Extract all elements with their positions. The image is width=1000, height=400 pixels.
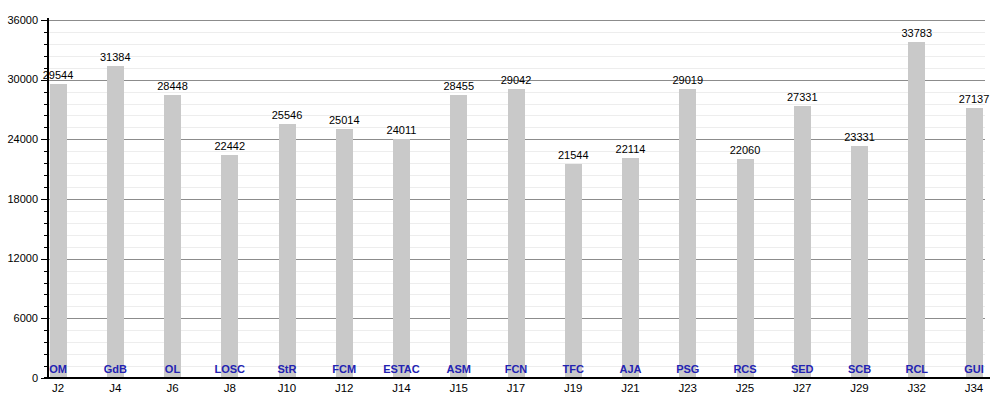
y-axis-tick-label: 24000 <box>0 133 38 146</box>
x-axis-tick-label: J14 <box>370 382 434 395</box>
bar <box>393 139 410 378</box>
bar <box>737 159 754 378</box>
gridline-minor <box>48 56 985 57</box>
bar-team-label: OL <box>141 363 205 376</box>
bar-team-label: GUI <box>942 363 1000 376</box>
bar <box>851 146 868 378</box>
gridline-minor <box>48 68 985 69</box>
bar-value-label: 22114 <box>599 143 663 156</box>
y-axis-tick-label: 36000 <box>0 14 38 27</box>
bar <box>164 95 181 378</box>
x-axis-tick-label: J6 <box>141 382 205 395</box>
bar-value-label: 33783 <box>885 27 949 40</box>
x-axis-tick-label: J32 <box>885 382 949 395</box>
bar-team-label: LOSC <box>198 363 262 376</box>
x-axis-tick-label: J17 <box>484 382 548 395</box>
bar-value-label: 27137 <box>942 93 1000 106</box>
bar <box>565 164 582 378</box>
bar <box>622 158 639 378</box>
bar-team-label: FCN <box>484 363 548 376</box>
bar-team-label: FCM <box>312 363 376 376</box>
gridline-major <box>48 20 985 21</box>
bar <box>908 42 925 378</box>
x-axis-tick-label: J12 <box>312 382 376 395</box>
bar <box>221 155 238 378</box>
bar-value-label: 22060 <box>713 144 777 157</box>
x-axis-tick-label: J34 <box>942 382 1000 395</box>
bar-value-label: 28455 <box>427 80 491 93</box>
y-axis-tick-label: 6000 <box>0 312 38 325</box>
x-axis-tick-label: J23 <box>656 382 720 395</box>
bar <box>336 129 353 378</box>
x-axis-tick-label: J10 <box>255 382 319 395</box>
bar-team-label: SCB <box>828 363 892 376</box>
bar-value-label: 27331 <box>770 91 834 104</box>
attendance-bar-chart: 29544OMJ231384GdBJ428448OLJ622442LOSCJ82… <box>0 0 1000 400</box>
bar-team-label: TFC <box>541 363 605 376</box>
bar-value-label: 25546 <box>255 109 319 122</box>
x-axis-tick-label: J27 <box>770 382 834 395</box>
bar <box>50 84 67 378</box>
y-axis-tick-label: 0 <box>0 372 38 385</box>
x-axis-tick-label: J21 <box>599 382 663 395</box>
gridline-minor <box>48 44 985 45</box>
gridline-minor <box>48 32 985 33</box>
y-axis-tick-label: 18000 <box>0 193 38 206</box>
bar <box>279 124 296 378</box>
x-axis-tick-label: J25 <box>713 382 777 395</box>
bar-value-label: 24011 <box>370 124 434 137</box>
bar-value-label: 22442 <box>198 140 262 153</box>
y-axis-tick-label: 12000 <box>0 252 38 265</box>
bar <box>794 106 811 378</box>
x-axis-tick-label: J4 <box>83 382 147 395</box>
bar-team-label: ESTAC <box>370 363 434 376</box>
bar-team-label: RCL <box>885 363 949 376</box>
bar-value-label: 31384 <box>83 51 147 64</box>
bar <box>966 108 983 378</box>
bar-team-label: SED <box>770 363 834 376</box>
bar-value-label: 21544 <box>541 149 605 162</box>
bar-team-label: ASM <box>427 363 491 376</box>
bar <box>450 95 467 378</box>
x-axis-tick-label: J19 <box>541 382 605 395</box>
bar-team-label: GdB <box>83 363 147 376</box>
bar-team-label: AJA <box>599 363 663 376</box>
bar-value-label: 28448 <box>141 80 205 93</box>
bar-value-label: 29019 <box>656 74 720 87</box>
bar <box>679 89 696 378</box>
x-axis-tick-label: J8 <box>198 382 262 395</box>
bar-team-label: RCS <box>713 363 777 376</box>
x-axis-tick-label: J15 <box>427 382 491 395</box>
bar-value-label: 29042 <box>484 74 548 87</box>
bar-team-label: PSG <box>656 363 720 376</box>
y-axis-tick-label: 30000 <box>0 73 38 86</box>
bar <box>107 66 124 378</box>
x-axis-tick-label: J29 <box>828 382 892 395</box>
bar-value-label: 23331 <box>828 131 892 144</box>
x-axis <box>44 377 990 379</box>
bar-value-label: 25014 <box>312 114 376 127</box>
bar <box>508 89 525 378</box>
bar-team-label: StR <box>255 363 319 376</box>
